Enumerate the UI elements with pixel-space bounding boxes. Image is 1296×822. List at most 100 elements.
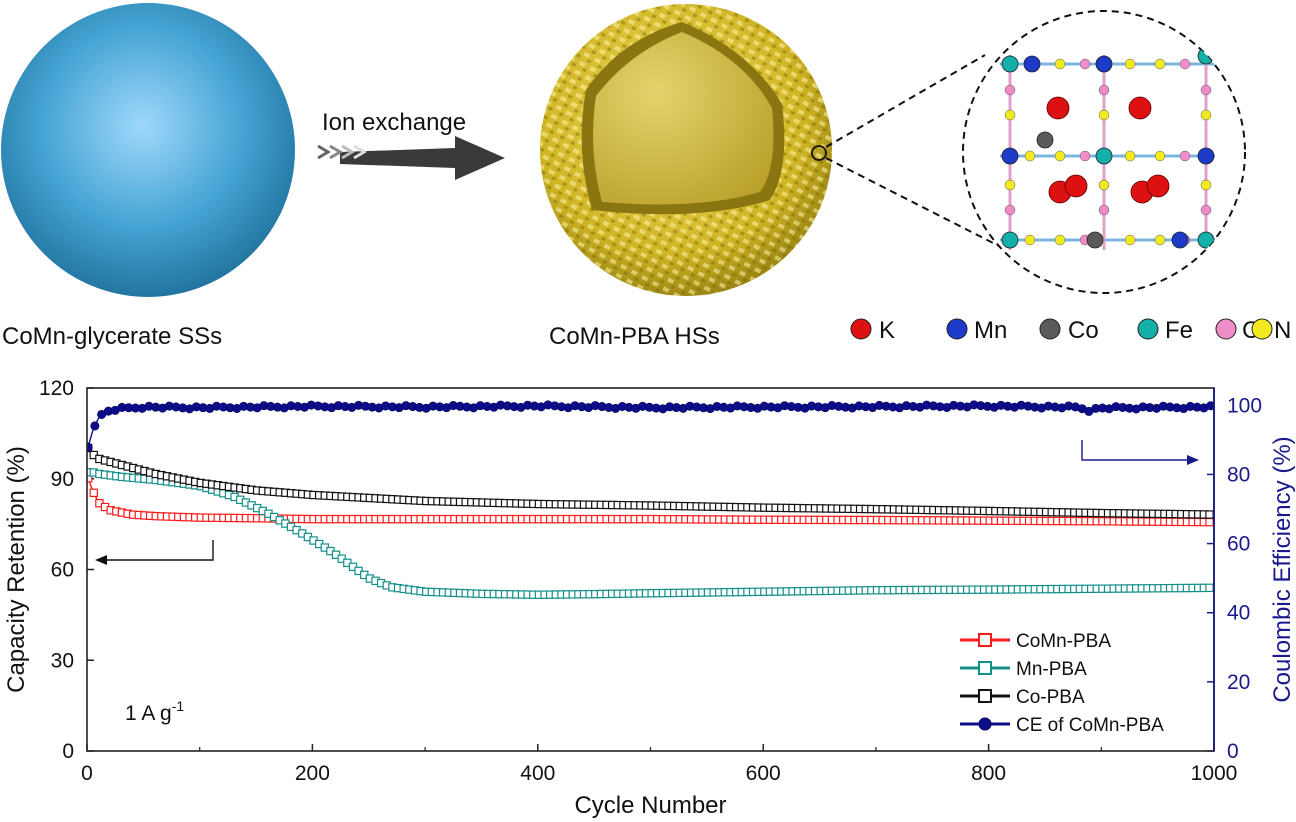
lattice-atom	[1154, 234, 1166, 246]
lattice-atom	[1098, 204, 1110, 216]
element-swatch-co	[1039, 318, 1061, 340]
data-point	[1205, 510, 1214, 519]
legend-label: CE of CoMn-PBA	[1016, 715, 1164, 736]
legend-marker	[978, 661, 992, 675]
lattice-atom	[1154, 150, 1166, 162]
element-label-n: N	[1274, 317, 1291, 344]
lattice-atom	[1098, 109, 1110, 121]
lattice-atom	[1004, 84, 1016, 96]
x-tick-label: 0	[81, 762, 93, 785]
element-label-k: K	[879, 317, 895, 344]
y2-tick-label: 20	[1227, 671, 1250, 694]
potassium-atom	[1064, 174, 1088, 198]
lattice-atom	[1124, 150, 1136, 162]
element-swatch-n	[1251, 318, 1273, 340]
element-legend: K Mn Co Fe C N	[850, 317, 1291, 344]
y-tick-label: 60	[51, 559, 74, 582]
potassium-atom	[1046, 96, 1070, 120]
x-tick-label: 600	[746, 762, 781, 785]
element-swatch-k	[850, 318, 872, 340]
data-point	[1205, 517, 1214, 527]
lattice-atom	[1079, 150, 1091, 162]
element-label-mn: Mn	[974, 317, 1007, 344]
legend-label: CoMn-PBA	[1016, 631, 1111, 652]
lattice-atom	[1004, 109, 1016, 121]
lattice-atom	[1197, 47, 1215, 65]
y-axis-title: Capacity Retention (%)	[3, 446, 30, 693]
x-tick-label: 800	[971, 762, 1006, 785]
lattice-atom	[1095, 55, 1113, 73]
lattice-atom	[1171, 231, 1189, 249]
ion-exchange-arrow	[317, 136, 505, 180]
chart: 0 200 400 600 800 10000306090120020406080100C…	[3, 377, 1296, 819]
lattice-atom	[1124, 234, 1136, 246]
lattice-atom	[1054, 234, 1066, 246]
y2-tick-label: 0	[1227, 740, 1239, 763]
left-label: CoMn-glycerate SSs	[2, 323, 222, 350]
x-tick-label: 400	[520, 762, 555, 785]
y2-tick-label: 80	[1227, 463, 1250, 486]
potassium-atom	[1146, 174, 1170, 198]
x-tick-label: 1000	[1191, 762, 1238, 785]
lattice-atom	[1054, 58, 1066, 70]
y-tick-label: 30	[51, 649, 74, 672]
y-tick-label: 0	[62, 740, 74, 763]
lattice-atom	[1179, 58, 1191, 70]
element-label-co: Co	[1068, 317, 1099, 344]
lattice-atom	[1023, 55, 1041, 73]
right-axis-indicator-arrow	[1081, 440, 1199, 465]
y2-axis-title: Coulombic Efficiency (%)	[1269, 436, 1296, 702]
lattice-atom	[1079, 58, 1091, 70]
y2-tick-label: 60	[1227, 533, 1250, 556]
series-ce-of-comn-pba	[87, 400, 1214, 452]
element-swatch-mn	[946, 318, 968, 340]
element-swatch-fe	[1137, 318, 1159, 340]
lattice-atom	[1004, 204, 1016, 216]
legend-label: Mn-PBA	[1016, 659, 1087, 680]
lattice-atom	[1095, 147, 1113, 165]
y-tick-label: 120	[39, 377, 74, 400]
lattice-atom	[1001, 55, 1019, 73]
legend-marker	[978, 689, 992, 703]
legend-marker	[978, 717, 992, 731]
zoom-lines	[825, 54, 1004, 249]
data-point	[87, 442, 93, 452]
chart-legend: CoMn-PBA Mn-PBA Co-PBA CE of CoMn-PBA	[960, 631, 1164, 736]
lattice-atom	[1200, 109, 1212, 121]
series-co-pba	[87, 443, 1214, 519]
glycerate-sphere	[1, 3, 295, 297]
lattice-atom	[1036, 131, 1054, 149]
series-comn-pba	[87, 474, 1214, 527]
element-label-fe: Fe	[1165, 317, 1193, 344]
lattice-atom	[1098, 179, 1110, 191]
lattice-atom	[1154, 58, 1166, 70]
lattice-atom	[1024, 150, 1036, 162]
arrow-label: Ion exchange	[322, 109, 466, 136]
lattice-atom	[1124, 58, 1136, 70]
current-density-main: 1 A g	[125, 702, 172, 725]
y-tick-label: 90	[51, 468, 74, 491]
current-density-label: 1 A g-1	[125, 698, 184, 725]
lattice-atom	[1179, 150, 1191, 162]
element-swatch-c	[1215, 318, 1237, 340]
pba-hollow-sphere	[540, 4, 832, 296]
legend-marker	[978, 633, 992, 647]
lattice-atom	[1200, 84, 1212, 96]
x-tick-label: 200	[295, 762, 330, 785]
x-axis-title: Cycle Number	[574, 792, 726, 819]
lattice-atom	[1200, 179, 1212, 191]
lattice-atom	[1098, 84, 1110, 96]
left-axis-indicator-arrow	[95, 540, 214, 565]
current-density-sup: -1	[172, 698, 185, 714]
right-label: CoMn-PBA HSs	[549, 323, 720, 350]
y2-tick-label: 40	[1227, 602, 1250, 625]
legend-label: Co-PBA	[1016, 687, 1085, 708]
y2-tick-label: 100	[1227, 394, 1262, 417]
lattice-atom	[1086, 231, 1104, 249]
data-point	[1206, 401, 1214, 411]
crystal-structure	[962, 10, 1246, 294]
data-point	[1205, 583, 1214, 593]
lattice-atom	[1004, 179, 1016, 191]
data-point	[89, 488, 98, 498]
